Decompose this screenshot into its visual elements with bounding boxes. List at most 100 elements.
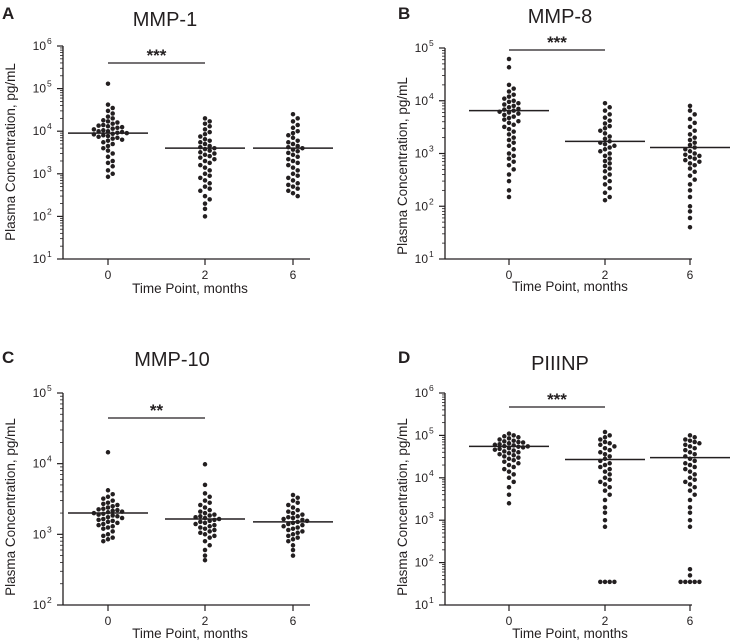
data-point: [506, 120, 512, 126]
data-point: [687, 566, 693, 572]
y-tick-exponent: 5: [429, 38, 434, 48]
data-point: [607, 156, 612, 161]
data-point: [683, 461, 688, 466]
data-point: [110, 121, 115, 126]
data-point: [511, 153, 516, 159]
x-axis-label: Time Point, months: [132, 281, 248, 296]
data-point: [602, 153, 608, 159]
data-point: [692, 151, 697, 156]
data-point: [598, 579, 603, 585]
data-point: [607, 477, 612, 482]
y-tick-exponent: 4: [47, 454, 52, 464]
data-point: [511, 472, 516, 477]
data-point: [506, 436, 512, 441]
data-point: [506, 475, 512, 481]
data-point: [281, 524, 286, 529]
data-point: [295, 186, 300, 191]
data-point: [105, 494, 111, 500]
data-point: [207, 168, 212, 173]
data-point: [506, 492, 512, 497]
data-point: [198, 155, 203, 160]
data-point: [286, 509, 291, 514]
data-point: [506, 156, 512, 161]
panel-letter: A: [2, 4, 14, 23]
data-point: [101, 526, 106, 531]
data-point: [692, 464, 697, 470]
data-point: [290, 141, 296, 147]
data-point: [602, 126, 608, 131]
data-point: [687, 154, 693, 160]
data-point: [295, 535, 300, 540]
data-point: [607, 461, 612, 466]
data-point: [110, 105, 115, 111]
data-point: [506, 89, 512, 94]
data-point: [602, 108, 608, 113]
data-point: [300, 529, 305, 534]
data-point: [511, 448, 516, 453]
significance-label: **: [150, 401, 164, 420]
y-tick-exponent: 3: [47, 164, 52, 174]
data-point: [101, 140, 106, 145]
data-point: [692, 169, 697, 175]
data-point: [207, 518, 212, 524]
data-point: [511, 140, 516, 145]
data-point: [692, 112, 697, 117]
data-point: [602, 579, 608, 585]
data-point: [687, 166, 693, 171]
data-point: [202, 131, 208, 137]
y-tick-exponent: 6: [429, 383, 434, 393]
data-point: [202, 547, 208, 553]
data-point: [687, 161, 693, 166]
data-point: [687, 482, 693, 487]
data-point: [602, 462, 608, 468]
data-point: [198, 509, 203, 514]
x-tick-label: 6: [687, 268, 694, 282]
data-point: [602, 435, 608, 440]
data-point: [202, 184, 208, 189]
data-point: [105, 488, 111, 493]
data-point: [290, 498, 296, 503]
data-point: [295, 525, 300, 530]
data-point: [105, 525, 111, 530]
data-point: [687, 510, 693, 515]
data-point: [687, 116, 693, 122]
data-point: [295, 495, 300, 500]
data-point: [290, 190, 296, 196]
y-tick-label: 10: [415, 252, 429, 266]
data-point: [683, 442, 688, 448]
data-point: [202, 171, 208, 177]
data-point: [286, 162, 291, 168]
data-point: [687, 450, 693, 455]
data-point: [602, 488, 608, 493]
data-point: [602, 482, 608, 487]
y-tick-label: 10: [415, 471, 429, 485]
data-point: [516, 118, 521, 124]
data-point: [101, 122, 106, 128]
data-point: [96, 128, 101, 134]
data-point: [110, 116, 115, 121]
data-point: [101, 496, 106, 501]
data-point: [286, 527, 291, 533]
data-point: [602, 115, 608, 120]
data-point: [96, 123, 101, 128]
data-point: [105, 154, 111, 160]
data-point: [687, 188, 693, 193]
panel-piiinp: D PIIINP Plasma Concentration, pg/mL Tim…: [395, 348, 730, 641]
data-point: [687, 173, 693, 178]
data-point: [198, 519, 203, 525]
data-point: [683, 479, 688, 485]
data-point: [202, 498, 208, 503]
data-point: [110, 535, 115, 540]
data-point: [286, 502, 291, 508]
data-point: [598, 128, 603, 133]
data-point: [506, 56, 512, 62]
data-point: [290, 171, 296, 177]
data-point: [607, 134, 612, 139]
data-point: [115, 125, 120, 131]
data-point: [692, 484, 697, 490]
data-point: [207, 513, 212, 518]
data-point: [506, 501, 512, 506]
data-point: [602, 121, 608, 126]
data-point: [202, 557, 208, 563]
